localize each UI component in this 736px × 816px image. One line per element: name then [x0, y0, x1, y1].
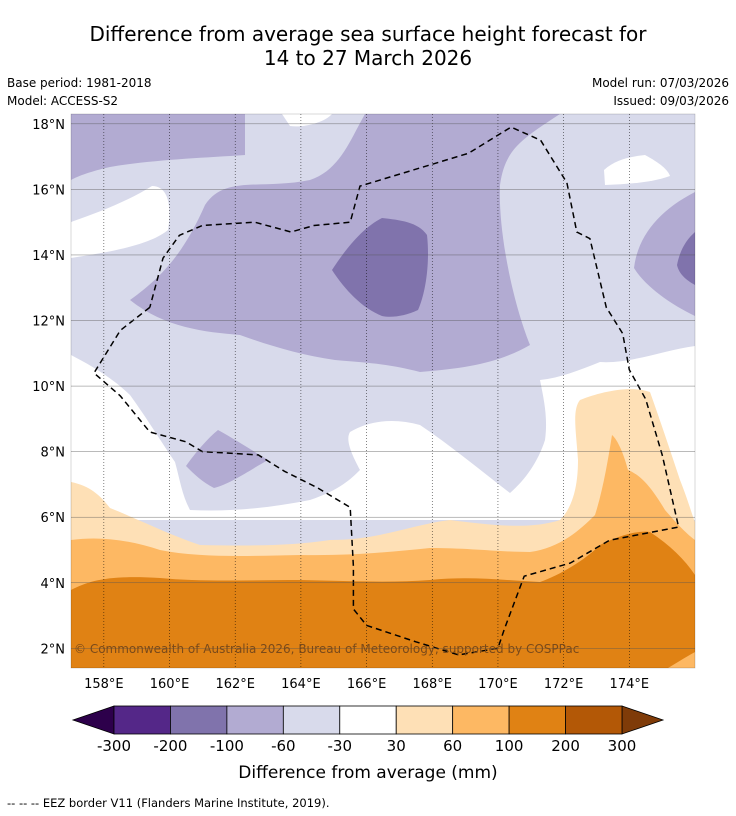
x-tick-label-0: 158°E — [84, 677, 124, 692]
field-zero-n — [282, 114, 332, 127]
colorbar-bin-6 — [452, 705, 510, 735]
eez-border — [93, 126, 680, 656]
colorbar-tick-0: -300 — [97, 737, 131, 755]
field-m200-east — [677, 232, 695, 285]
y-tick-label-4: 10°N — [32, 380, 65, 395]
colorbar-bin-4 — [339, 705, 397, 735]
field-zero-nw — [71, 186, 170, 258]
colorbar-tick-6: 60 — [443, 737, 462, 755]
x-tick-label-4: 166°E — [347, 677, 387, 692]
colorbar-bin-8 — [565, 705, 623, 735]
colorbar-tick-9: 300 — [608, 737, 637, 755]
y-tick-label-7: 4°N — [41, 577, 66, 592]
field-m100-east — [634, 192, 695, 316]
colorbar-extend-high — [621, 705, 665, 735]
footnote: -- -- -- EEZ border V11 (Flanders Marine… — [7, 796, 330, 810]
y-tick-label-8: 2°N — [41, 642, 66, 657]
colorbar-bin-5 — [395, 705, 454, 735]
x-tick-label-7: 172°E — [544, 677, 584, 692]
y-tick-label-5: 8°N — [41, 446, 66, 461]
meta-left: Base period: 1981-2018 Model: ACCESS-S2 — [7, 74, 152, 110]
field-p100 — [71, 531, 695, 668]
meta-right: Model run: 07/03/2026 Issued: 09/03/2026 — [592, 74, 729, 110]
y-tick-label-3: 12°N — [32, 315, 65, 330]
plot-area — [71, 114, 695, 668]
colorbar-tick-2: -100 — [210, 737, 244, 755]
colorbar-extend-low — [71, 705, 115, 735]
colorbar-tick-4: -30 — [328, 737, 353, 755]
field-m100-main — [130, 114, 560, 372]
y-tick-label-2: 14°N — [32, 249, 65, 264]
gridlines — [71, 114, 695, 668]
colorbar-tick-3: -60 — [271, 737, 296, 755]
field-m200-core — [332, 218, 428, 317]
x-axis-ticks: 158°E 160°E 162°E 164°E 166°E 168°E 170°E 172°E… — [84, 677, 649, 692]
base-period: Base period: 1981-2018 — [7, 76, 152, 90]
x-tick-label-1: 160°E — [150, 677, 190, 692]
field-zero-ne — [604, 155, 670, 185]
colorbar-bin-7 — [508, 705, 566, 735]
y-tick-label-1: 16°N — [32, 183, 65, 198]
title-line-1: Difference from average sea surface heig… — [89, 22, 647, 46]
x-tick-label-6: 170°E — [478, 677, 518, 692]
colorbar-bin-0 — [113, 705, 171, 735]
colorbar-label: Difference from average (mm) — [238, 763, 497, 783]
field-m100-patch — [186, 430, 268, 488]
chart-title: Difference from average sea surface heig… — [0, 22, 736, 70]
colorbar-tick-7: 100 — [495, 737, 524, 755]
title-line-2: 14 to 27 March 2026 — [263, 46, 473, 70]
x-tick-label-2: 162°E — [215, 677, 255, 692]
colorbar-tick-5: 30 — [387, 737, 406, 755]
y-tick-label-6: 6°N — [41, 511, 66, 526]
plot-frame — [70, 113, 696, 669]
colorbar: -300 -200 -100 -60 -30 30 60 100 200 300 — [71, 705, 665, 755]
copyright-text: © Commonwealth of Australia 2026, Bureau… — [74, 642, 579, 656]
field-zero-band — [71, 346, 695, 520]
y-tick-label-0: 18°N — [32, 118, 65, 133]
x-tick-label-5: 168°E — [412, 677, 452, 692]
colorbar-tick-8: 200 — [551, 737, 580, 755]
colorbar-bin-1 — [170, 705, 228, 735]
colorbar-tick-1: -200 — [153, 737, 187, 755]
model-name: Model: ACCESS-S2 — [7, 94, 119, 108]
model-run: Model run: 07/03/2026 — [591, 76, 729, 90]
field-m100-nw — [71, 114, 245, 180]
x-tick-label-8: 174°E — [610, 677, 650, 692]
colorbar-bin-2 — [226, 705, 284, 735]
x-tick-label-3: 164°E — [281, 677, 321, 692]
y-axis-ticks: 18°N 16°N 14°N 12°N 10°N 8°N 6°N 4°N 2°N — [32, 118, 65, 657]
issued-date: Issued: 09/03/2026 — [613, 94, 729, 108]
colorbar-bin-3 — [282, 705, 341, 735]
